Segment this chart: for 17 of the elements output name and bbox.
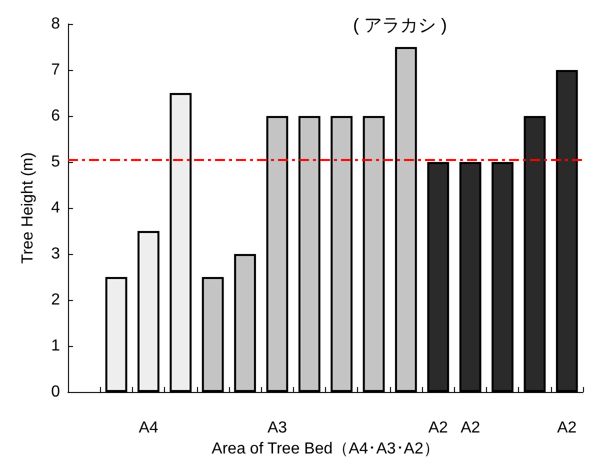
x-tick-label: A2 (460, 420, 480, 436)
y-tick-label: 2 (51, 292, 60, 308)
x-tick-label: A2 (557, 420, 577, 436)
y-tick-label: 4 (51, 200, 60, 216)
y-tick-label: 1 (51, 338, 60, 354)
y-tick-label: 0 (51, 384, 60, 400)
y-tick-label: 6 (51, 108, 60, 124)
y-tick-label: 7 (51, 62, 60, 78)
x-tick-label: A4 (138, 420, 158, 436)
x-tick-label: A3 (267, 420, 288, 436)
annotation: ( アラカシ ) (353, 15, 447, 35)
y-tick-label: 5 (51, 154, 60, 170)
x-tick-label: A2 (428, 420, 448, 436)
y-tick-label: 3 (51, 246, 60, 262)
x-axis-title: Area of Tree Bed（A4･A3･A2） (212, 440, 440, 458)
y-tick-label: 8 (51, 16, 60, 32)
y-axis-title: Tree Height (m) (20, 152, 36, 264)
